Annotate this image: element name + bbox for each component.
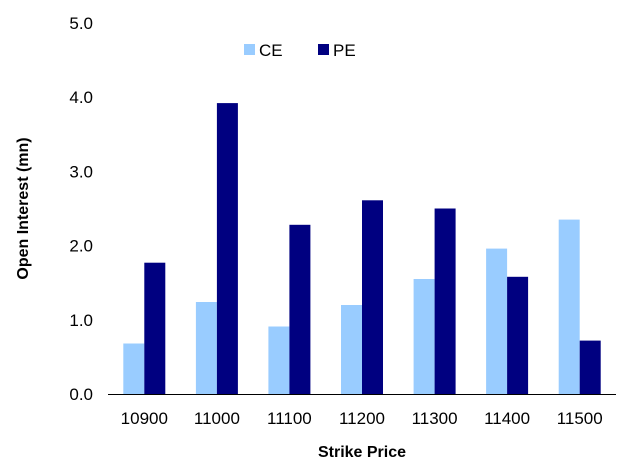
bar-pe-11000 — [216, 103, 238, 394]
bar-ce-11500 — [558, 219, 580, 394]
bar-ce-10900 — [123, 343, 145, 394]
bar-pe-11400 — [507, 276, 529, 394]
x-tick-label: 11400 — [484, 409, 530, 428]
x-tick-label: 11300 — [412, 409, 458, 428]
legend-label-pe: PE — [333, 41, 356, 60]
y-tick-label: 3.0 — [69, 162, 93, 181]
bar-pe-10900 — [144, 262, 166, 394]
x-tick-label: 11200 — [339, 409, 385, 428]
legend-label-ce: CE — [259, 41, 283, 60]
bar-ce-11000 — [195, 302, 217, 394]
y-tick-label: 2.0 — [69, 237, 93, 256]
x-axis-tick-labels: 10900 11000 11100 11200 11300 11400 11500 — [121, 409, 603, 428]
x-tick-label: 11500 — [557, 409, 603, 428]
x-axis-title: Strike Price — [318, 444, 406, 461]
y-tick-label: 1.0 — [69, 311, 93, 330]
y-tick-label: 4.0 — [69, 88, 93, 107]
bar-ce-11300 — [413, 279, 435, 394]
legend-swatch-pe — [318, 44, 329, 55]
bar-ce-11200 — [341, 305, 362, 394]
x-tick-label: 10900 — [121, 409, 168, 428]
y-tick-label: 5.0 — [69, 14, 93, 33]
y-tick-label: 0.0 — [69, 385, 93, 404]
legend-swatch-ce — [244, 44, 255, 55]
bar-pe-11100 — [289, 224, 311, 394]
bar-pe-11500 — [579, 340, 601, 394]
x-tick-label: 11100 — [267, 409, 312, 428]
bars — [123, 103, 601, 394]
y-axis-title: Open Interest (mn) — [15, 137, 32, 279]
bar-pe-11300 — [434, 208, 456, 394]
bar-pe-11200 — [362, 200, 383, 394]
bar-ce-11100 — [268, 326, 290, 394]
legend: CE PE — [244, 41, 356, 60]
bar-ce-11400 — [486, 248, 508, 394]
y-axis-tick-labels: 0.0 1.0 2.0 3.0 4.0 5.0 — [69, 14, 93, 404]
x-tick-label: 11000 — [194, 409, 240, 428]
